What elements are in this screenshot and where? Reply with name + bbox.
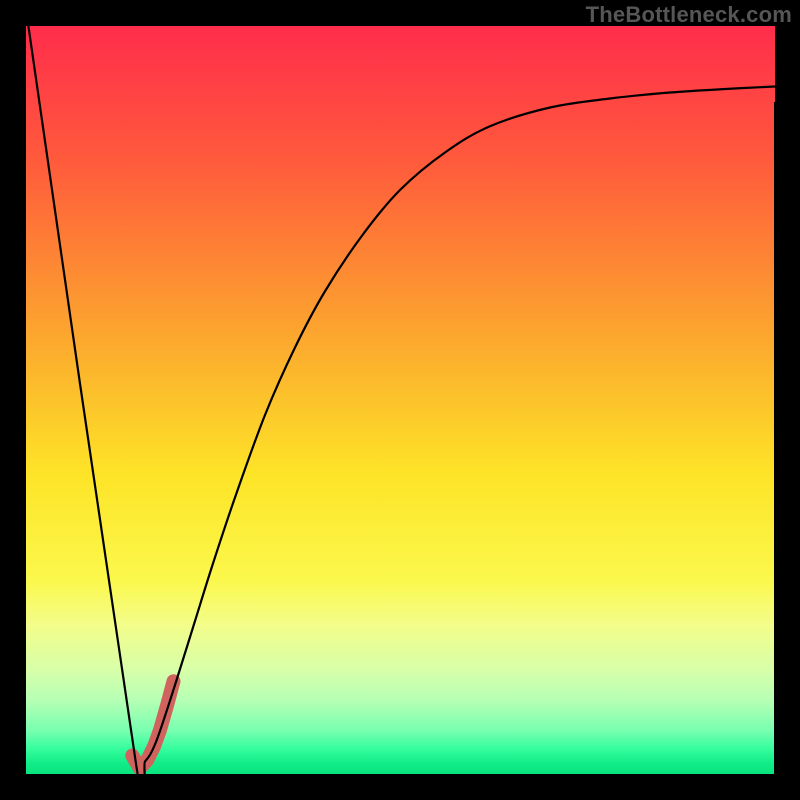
attribution-text: TheBottleneck.com [586,2,792,28]
bottleneck-chart [0,0,800,800]
chart-container: TheBottleneck.com [0,0,800,800]
